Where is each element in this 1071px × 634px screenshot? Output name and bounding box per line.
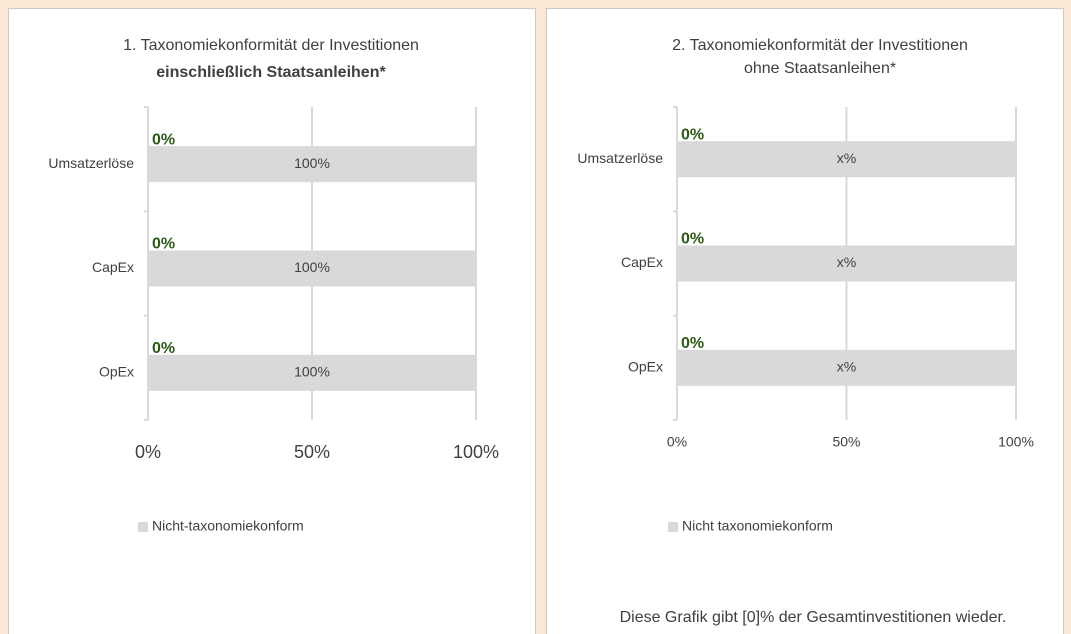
data-label: 0% [681,126,704,143]
bar [677,349,1016,386]
y-tick-label: Umsatzerlöse [577,150,663,166]
bar [677,141,1016,178]
data-label: 100% [294,259,330,275]
data-label: 0% [152,131,175,148]
chart-title: 1. Taxonomiekonformität der Investitione… [123,37,419,54]
x-tick-label: 50% [832,434,860,450]
y-tick-label: OpEx [99,364,134,380]
chart-subtitle: ohne Staatsanleihen* [744,60,896,77]
legend-label: Nicht taxonomiekonform [682,518,833,534]
bar [148,250,476,287]
data-label: 0% [681,335,704,352]
data-label: 100% [294,364,330,380]
x-tick-label: 0% [667,434,687,450]
data-label: x% [837,254,856,270]
bar [148,146,476,183]
legend-swatch [138,522,148,532]
data-label: 100% [294,155,330,171]
y-tick-label: OpEx [628,359,663,375]
bar [148,354,476,391]
y-tick-label: Umsatzerlöse [48,155,134,171]
bar [677,245,1016,282]
panel [8,8,536,634]
data-label: 0% [681,231,704,248]
x-tick-label: 0% [135,442,161,462]
y-tick-label: CapEx [92,259,134,275]
data-label: 0% [152,340,175,357]
x-tick-label: 50% [294,442,330,462]
chart-title: 2. Taxonomiekonformität der Investitione… [672,37,968,54]
legend-label: Nicht-taxonomiekonform [152,518,304,534]
data-label: x% [837,359,856,375]
data-label: x% [837,150,856,166]
x-tick-label: 100% [998,434,1034,450]
annotation: Diese Grafik gibt [0]% der Gesamtinvesti… [620,609,1007,626]
y-tick-label: CapEx [621,254,663,270]
legend-swatch [668,522,678,532]
x-tick-label: 100% [453,442,499,462]
chart-subtitle: einschließlich Staatsanleihen* [156,64,386,81]
panel [546,8,1064,634]
data-label: 0% [152,236,175,253]
